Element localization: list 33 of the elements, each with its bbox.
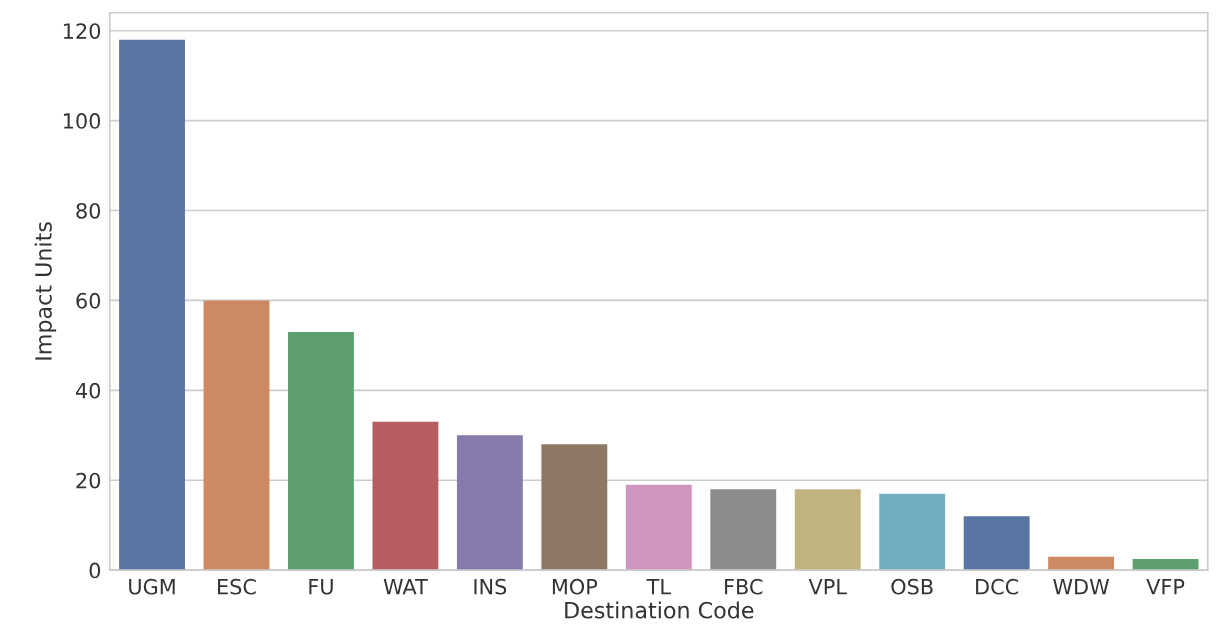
x-tick-label: VPL [808, 579, 847, 595]
y-tick-label: 80 [76, 202, 101, 219]
x-tick-label: WDW [1053, 579, 1110, 595]
x-tick-label: DCC [976, 578, 1019, 595]
x-tick-label: FBC [725, 578, 763, 595]
y-tick-label: 100 [63, 113, 101, 129]
bar [625, 484, 692, 571]
bar [879, 493, 946, 571]
bar [710, 489, 777, 571]
y-tick-label: 0 [89, 562, 101, 579]
bar [794, 489, 861, 571]
bar [372, 421, 439, 571]
x-tick-label: MOP [552, 578, 598, 595]
bar [963, 516, 1030, 571]
y-tick-label: 40 [75, 382, 101, 399]
x-tick-label: ESC [218, 578, 256, 595]
x-tick-label: OSB [891, 578, 933, 595]
x-tick-label: WAT [383, 579, 428, 595]
x-tick-label: TL [646, 579, 671, 595]
bar [456, 435, 523, 571]
y-tick-label: 20 [76, 472, 101, 489]
x-tick-label: INS [474, 578, 507, 595]
y-axis-title: Impact Units [34, 222, 57, 360]
bar [541, 444, 608, 571]
bar [288, 331, 354, 571]
bar [119, 39, 185, 571]
bar [203, 300, 270, 571]
x-tick-label: FU [309, 579, 333, 595]
x-tick-label: UGM [129, 578, 175, 595]
x-tick-label: VFP [1146, 579, 1185, 595]
x-axis-title: Destination Code [565, 601, 754, 619]
y-tick-label: 120 [63, 23, 101, 39]
y-tick-label: 60 [76, 292, 101, 309]
